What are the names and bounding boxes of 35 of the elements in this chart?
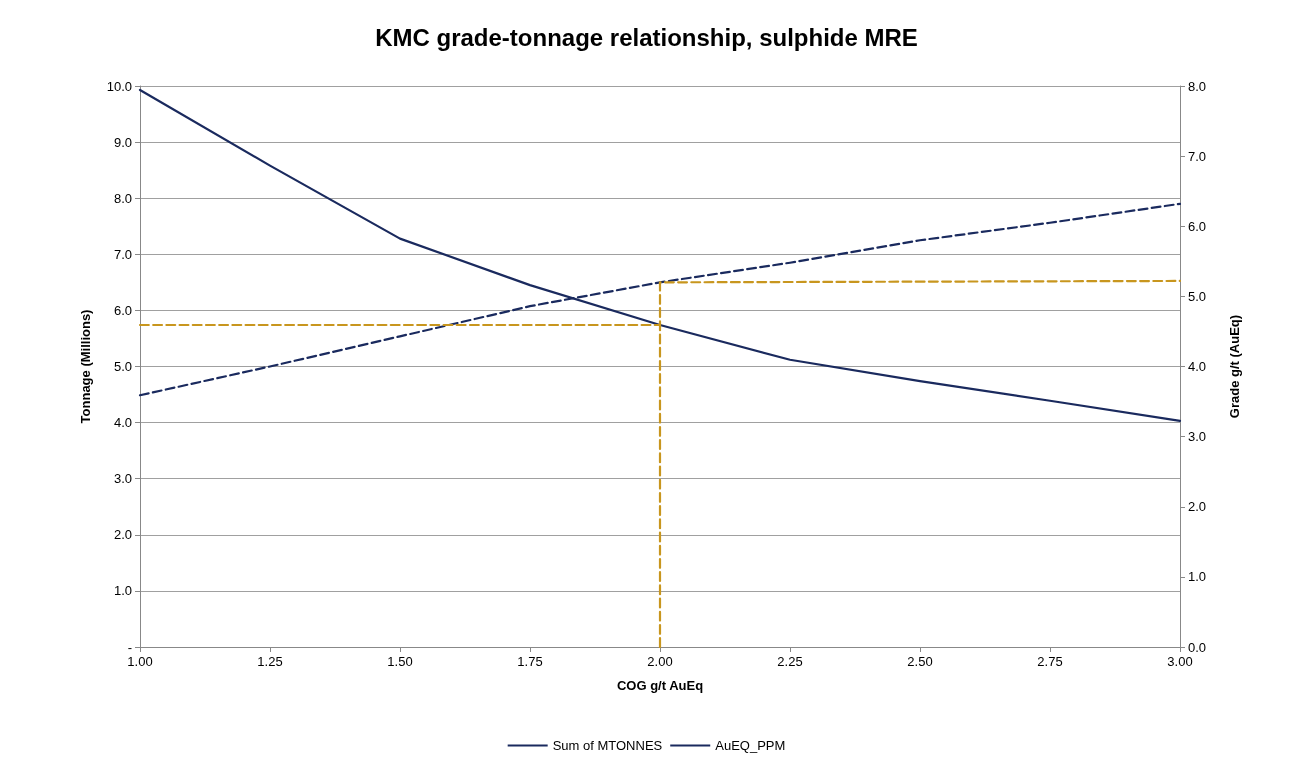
y-tick-label: 7.0 xyxy=(113,246,132,262)
y-tick-label: 6.0 xyxy=(113,302,132,318)
y2-tick-label: 5.0 xyxy=(1188,288,1207,304)
x-tick-label: 1.50 xyxy=(387,654,413,669)
x-tick-label: 2.00 xyxy=(647,654,673,669)
x-tick-label: 3.00 xyxy=(1167,654,1193,669)
y-tick-label: 9.0 xyxy=(113,134,132,150)
y2-tick-label: 6.0 xyxy=(1188,218,1207,234)
x-tick-label: 1.00 xyxy=(127,654,153,669)
y-tick-label: 3.0 xyxy=(113,471,132,487)
y-tick-label: 2.0 xyxy=(113,527,132,543)
y2-tick-label: 1.0 xyxy=(1188,569,1207,585)
y2-axis-title: Grade g/t (AuEq) xyxy=(1227,314,1242,419)
x-tick-label: 2.25 xyxy=(777,654,803,669)
x-tick-label: 1.25 xyxy=(257,654,283,669)
x-axis-title: COG g/t AuEq xyxy=(616,678,704,693)
legend-label: Sum of MTONNES xyxy=(552,738,663,753)
y-axis-title: Tonnage (Millions) xyxy=(78,309,93,424)
legend-label: AuEQ_PPM xyxy=(715,738,786,753)
y2-tick-label: 8.0 xyxy=(1188,78,1207,94)
x-tick-label: 1.75 xyxy=(517,654,543,669)
y-tick-label: 10.0 xyxy=(106,78,132,94)
x-tick-label: 2.75 xyxy=(1037,654,1063,669)
y-tick-label: 5.0 xyxy=(113,359,132,374)
x-tick-label: 2.50 xyxy=(907,654,933,669)
y-tick-label: - xyxy=(127,639,132,655)
y-tick-label: 4.0 xyxy=(113,415,132,431)
y2-tick-label: 0.0 xyxy=(1188,639,1207,655)
chart-title: KMC grade-tonnage relationship, sulphide MRE xyxy=(375,23,918,51)
y-tick-label: 1.0 xyxy=(113,583,132,599)
y2-tick-label: 4.0 xyxy=(1188,359,1207,374)
y-tick-label: 8.0 xyxy=(113,190,132,206)
y2-tick-label: 3.0 xyxy=(1188,429,1207,445)
y2-tick-label: 2.0 xyxy=(1188,499,1207,515)
y2-tick-label: 7.0 xyxy=(1188,148,1207,164)
